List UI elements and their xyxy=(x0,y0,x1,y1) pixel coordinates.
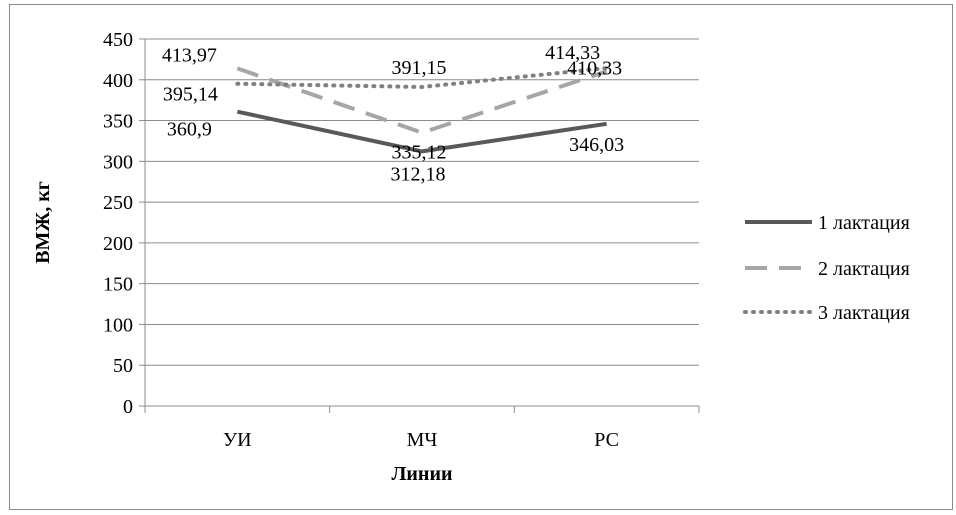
gridlines xyxy=(145,38,699,366)
y-tick-label: 200 xyxy=(103,233,133,255)
series-lines xyxy=(235,66,609,154)
y-tick-label: 100 xyxy=(103,314,133,336)
data-label: 391,15 xyxy=(392,57,447,79)
chart-frame xyxy=(9,4,953,510)
y-tick-labels: 0 50 100 150 200 250 300 350 400 450 xyxy=(103,29,133,418)
legend-label: 1 лактация xyxy=(818,212,910,234)
data-labels: 360,9 312,18 346,03 413,97 335,12 410,33 395,1… xyxy=(162,42,624,185)
x-tick-label: РС xyxy=(594,429,619,451)
y-tick-label: 350 xyxy=(103,111,133,133)
data-label: 335,12 xyxy=(392,142,447,164)
x-tick-labels: УИ МЧ РС xyxy=(223,429,619,451)
x-tick-label: МЧ xyxy=(407,429,438,451)
y-tick-label: 400 xyxy=(103,70,133,92)
y-tick-label: 450 xyxy=(103,29,133,51)
axes xyxy=(139,38,700,413)
y-tick-label: 250 xyxy=(103,192,133,214)
series-line xyxy=(235,66,609,89)
data-label: 414,33 xyxy=(545,42,600,64)
series-line xyxy=(236,109,607,154)
y-tick-label: 50 xyxy=(113,355,133,377)
data-label: 312,18 xyxy=(391,163,446,185)
data-label: 346,03 xyxy=(569,134,624,156)
data-label: 410,33 xyxy=(567,57,622,79)
y-axis-title: ВМЖ, кг xyxy=(32,181,54,264)
legend-label: 3 лактация xyxy=(818,302,910,324)
y-tick-label: 300 xyxy=(103,151,133,173)
data-label: 360,9 xyxy=(167,119,212,141)
data-label: 395,14 xyxy=(163,84,218,106)
x-axis-title: Линии xyxy=(392,463,453,485)
legend-label: 2 лактация xyxy=(818,258,910,280)
y-tick-label: 150 xyxy=(103,274,133,296)
series-line xyxy=(236,66,608,135)
x-tick-label: УИ xyxy=(223,429,252,451)
data-label: 413,97 xyxy=(162,44,217,66)
y-tick-label: 0 xyxy=(123,396,133,418)
legend: 1 лактация 2 лактация 3 лактация xyxy=(743,212,910,324)
